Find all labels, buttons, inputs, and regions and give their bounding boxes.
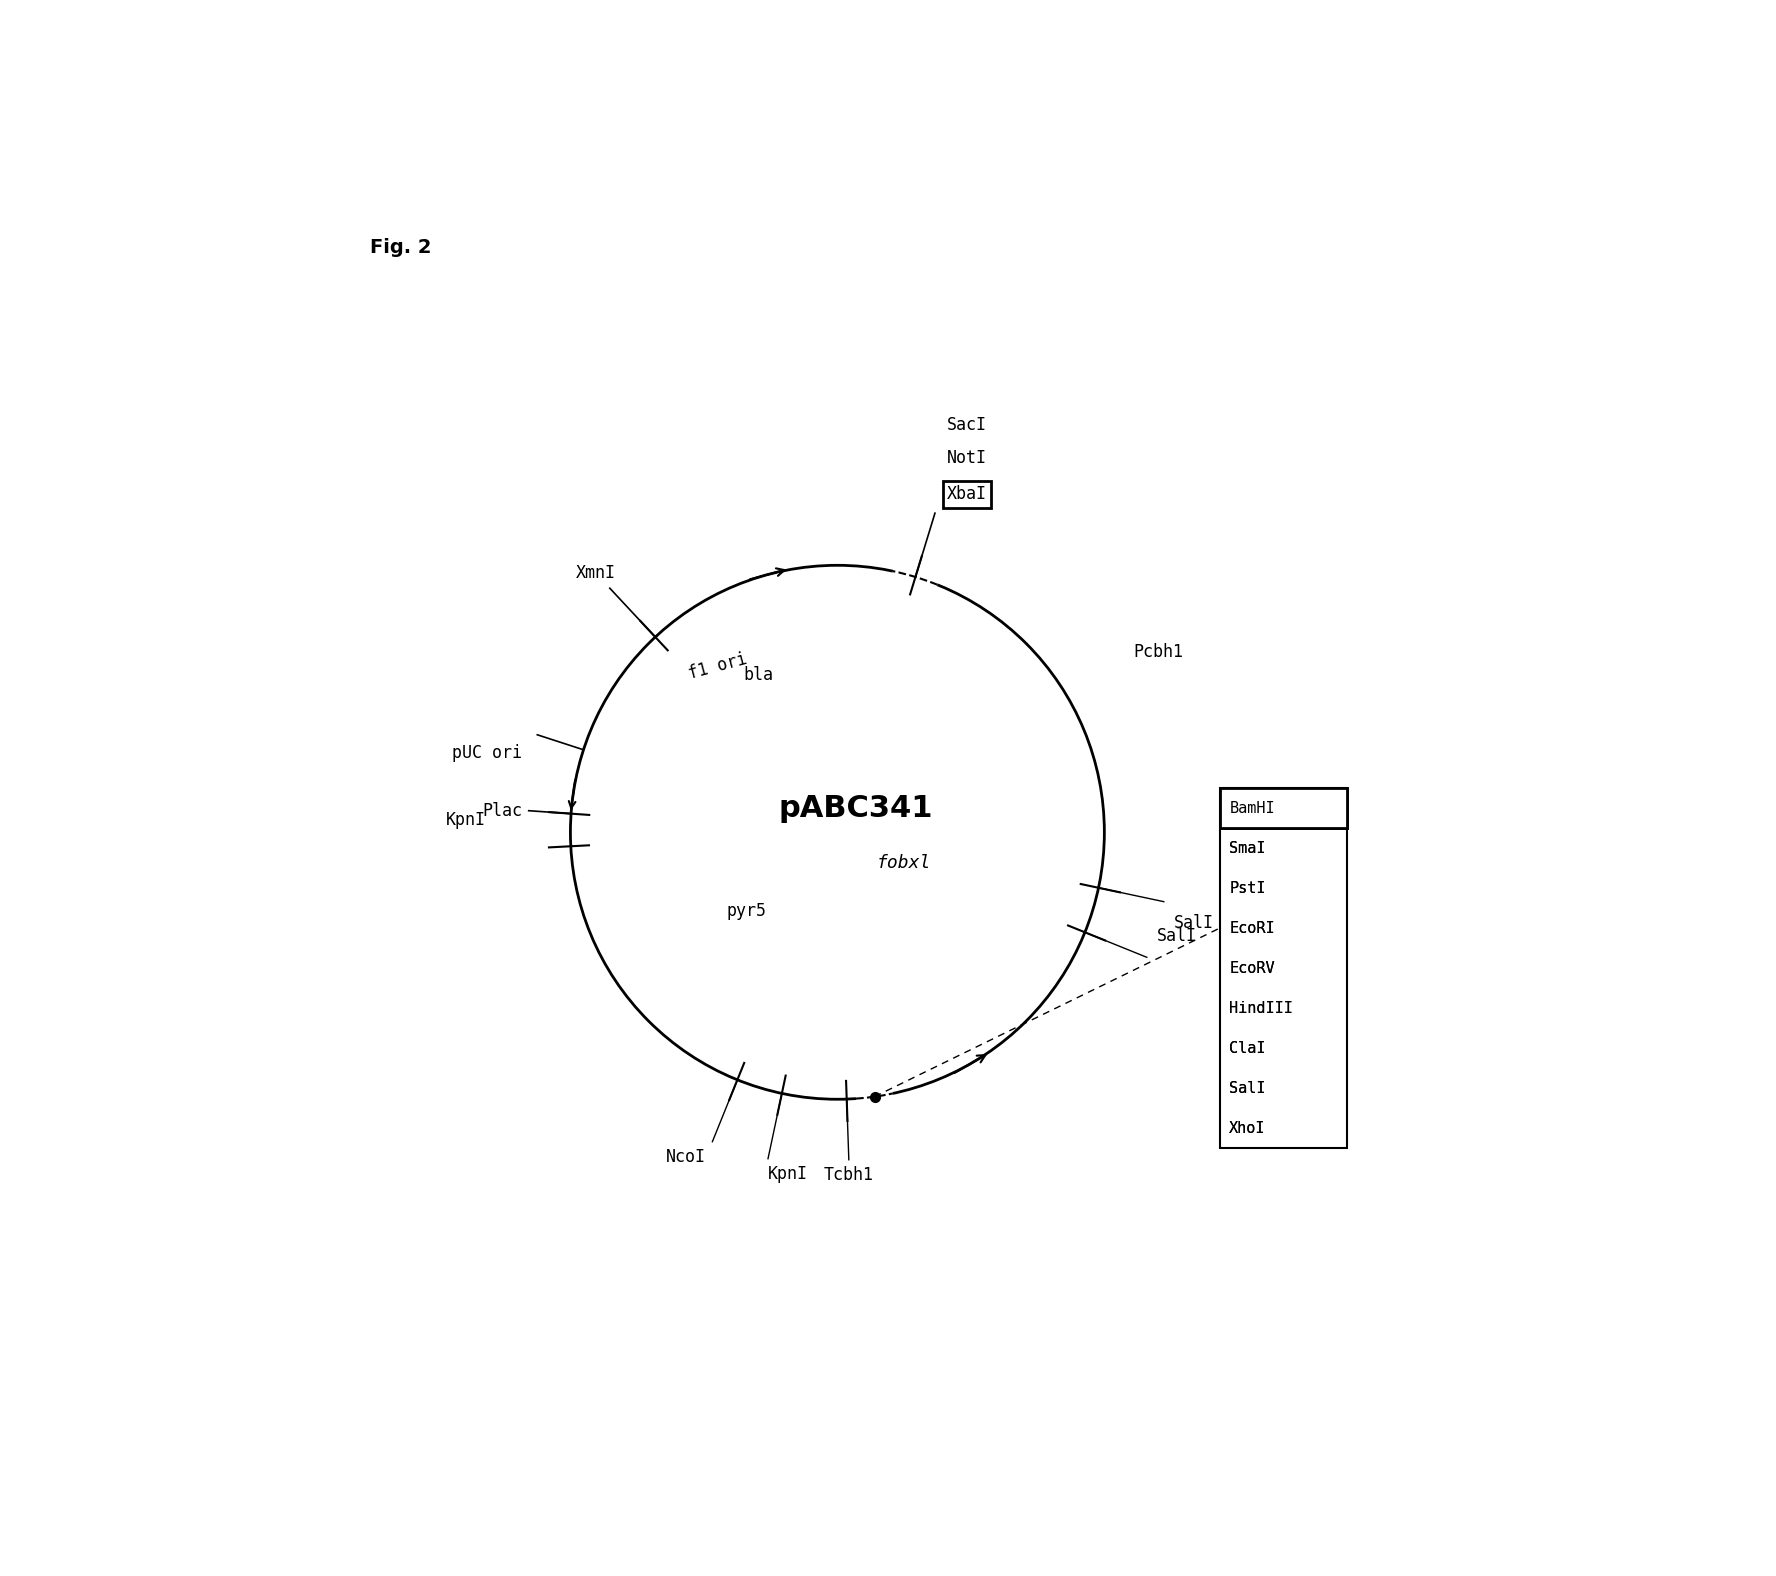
Text: BamHI: BamHI (1229, 801, 1275, 815)
Text: PstI: PstI (1229, 881, 1266, 895)
FancyBboxPatch shape (1220, 788, 1346, 1149)
Text: NcoI: NcoI (666, 1147, 707, 1166)
Text: Pcbh1: Pcbh1 (1133, 643, 1185, 662)
Text: SalI: SalI (1156, 927, 1197, 946)
Text: ClaI: ClaI (1229, 1040, 1266, 1056)
Text: XbaI: XbaI (947, 485, 987, 503)
Text: NotI: NotI (947, 449, 987, 466)
Text: pUC ori: pUC ori (451, 744, 522, 763)
FancyBboxPatch shape (1220, 788, 1346, 827)
Text: EcoRI: EcoRI (1229, 920, 1275, 936)
Text: XmnI: XmnI (575, 564, 616, 582)
Text: f1 ori: f1 ori (687, 649, 749, 682)
Text: SalI: SalI (1174, 914, 1213, 931)
Text: SalI: SalI (1229, 1081, 1266, 1095)
Text: Plac: Plac (483, 802, 522, 820)
Text: BamHI: BamHI (1229, 801, 1275, 815)
Text: KpnI: KpnI (446, 812, 485, 829)
Text: pyr5: pyr5 (726, 901, 767, 920)
Text: EcoRI: EcoRI (1229, 920, 1275, 936)
Text: HindIII: HindIII (1229, 1001, 1293, 1017)
Text: SmaI: SmaI (1229, 840, 1266, 856)
Text: Tcbh1: Tcbh1 (824, 1166, 874, 1184)
Text: bla: bla (744, 665, 774, 684)
Text: pABC341: pABC341 (778, 793, 932, 823)
Text: XhoI: XhoI (1229, 1121, 1266, 1136)
Text: EcoRV: EcoRV (1229, 961, 1275, 976)
Text: BamHI: BamHI (1229, 801, 1275, 815)
Text: fobxl: fobxl (877, 854, 931, 872)
Text: SalI: SalI (1229, 1081, 1266, 1095)
Text: SmaI: SmaI (1229, 840, 1266, 856)
Text: ClaI: ClaI (1229, 1040, 1266, 1056)
Text: XhoI: XhoI (1229, 1121, 1266, 1136)
Text: SacI: SacI (947, 416, 987, 435)
Text: Fig. 2: Fig. 2 (369, 238, 432, 257)
Text: EcoRV: EcoRV (1229, 961, 1275, 976)
Text: KpnI: KpnI (767, 1165, 808, 1182)
Text: PstI: PstI (1229, 881, 1266, 895)
Text: BamHI: BamHI (1229, 801, 1275, 815)
FancyBboxPatch shape (1220, 788, 1346, 827)
Text: HindIII: HindIII (1229, 1001, 1293, 1017)
